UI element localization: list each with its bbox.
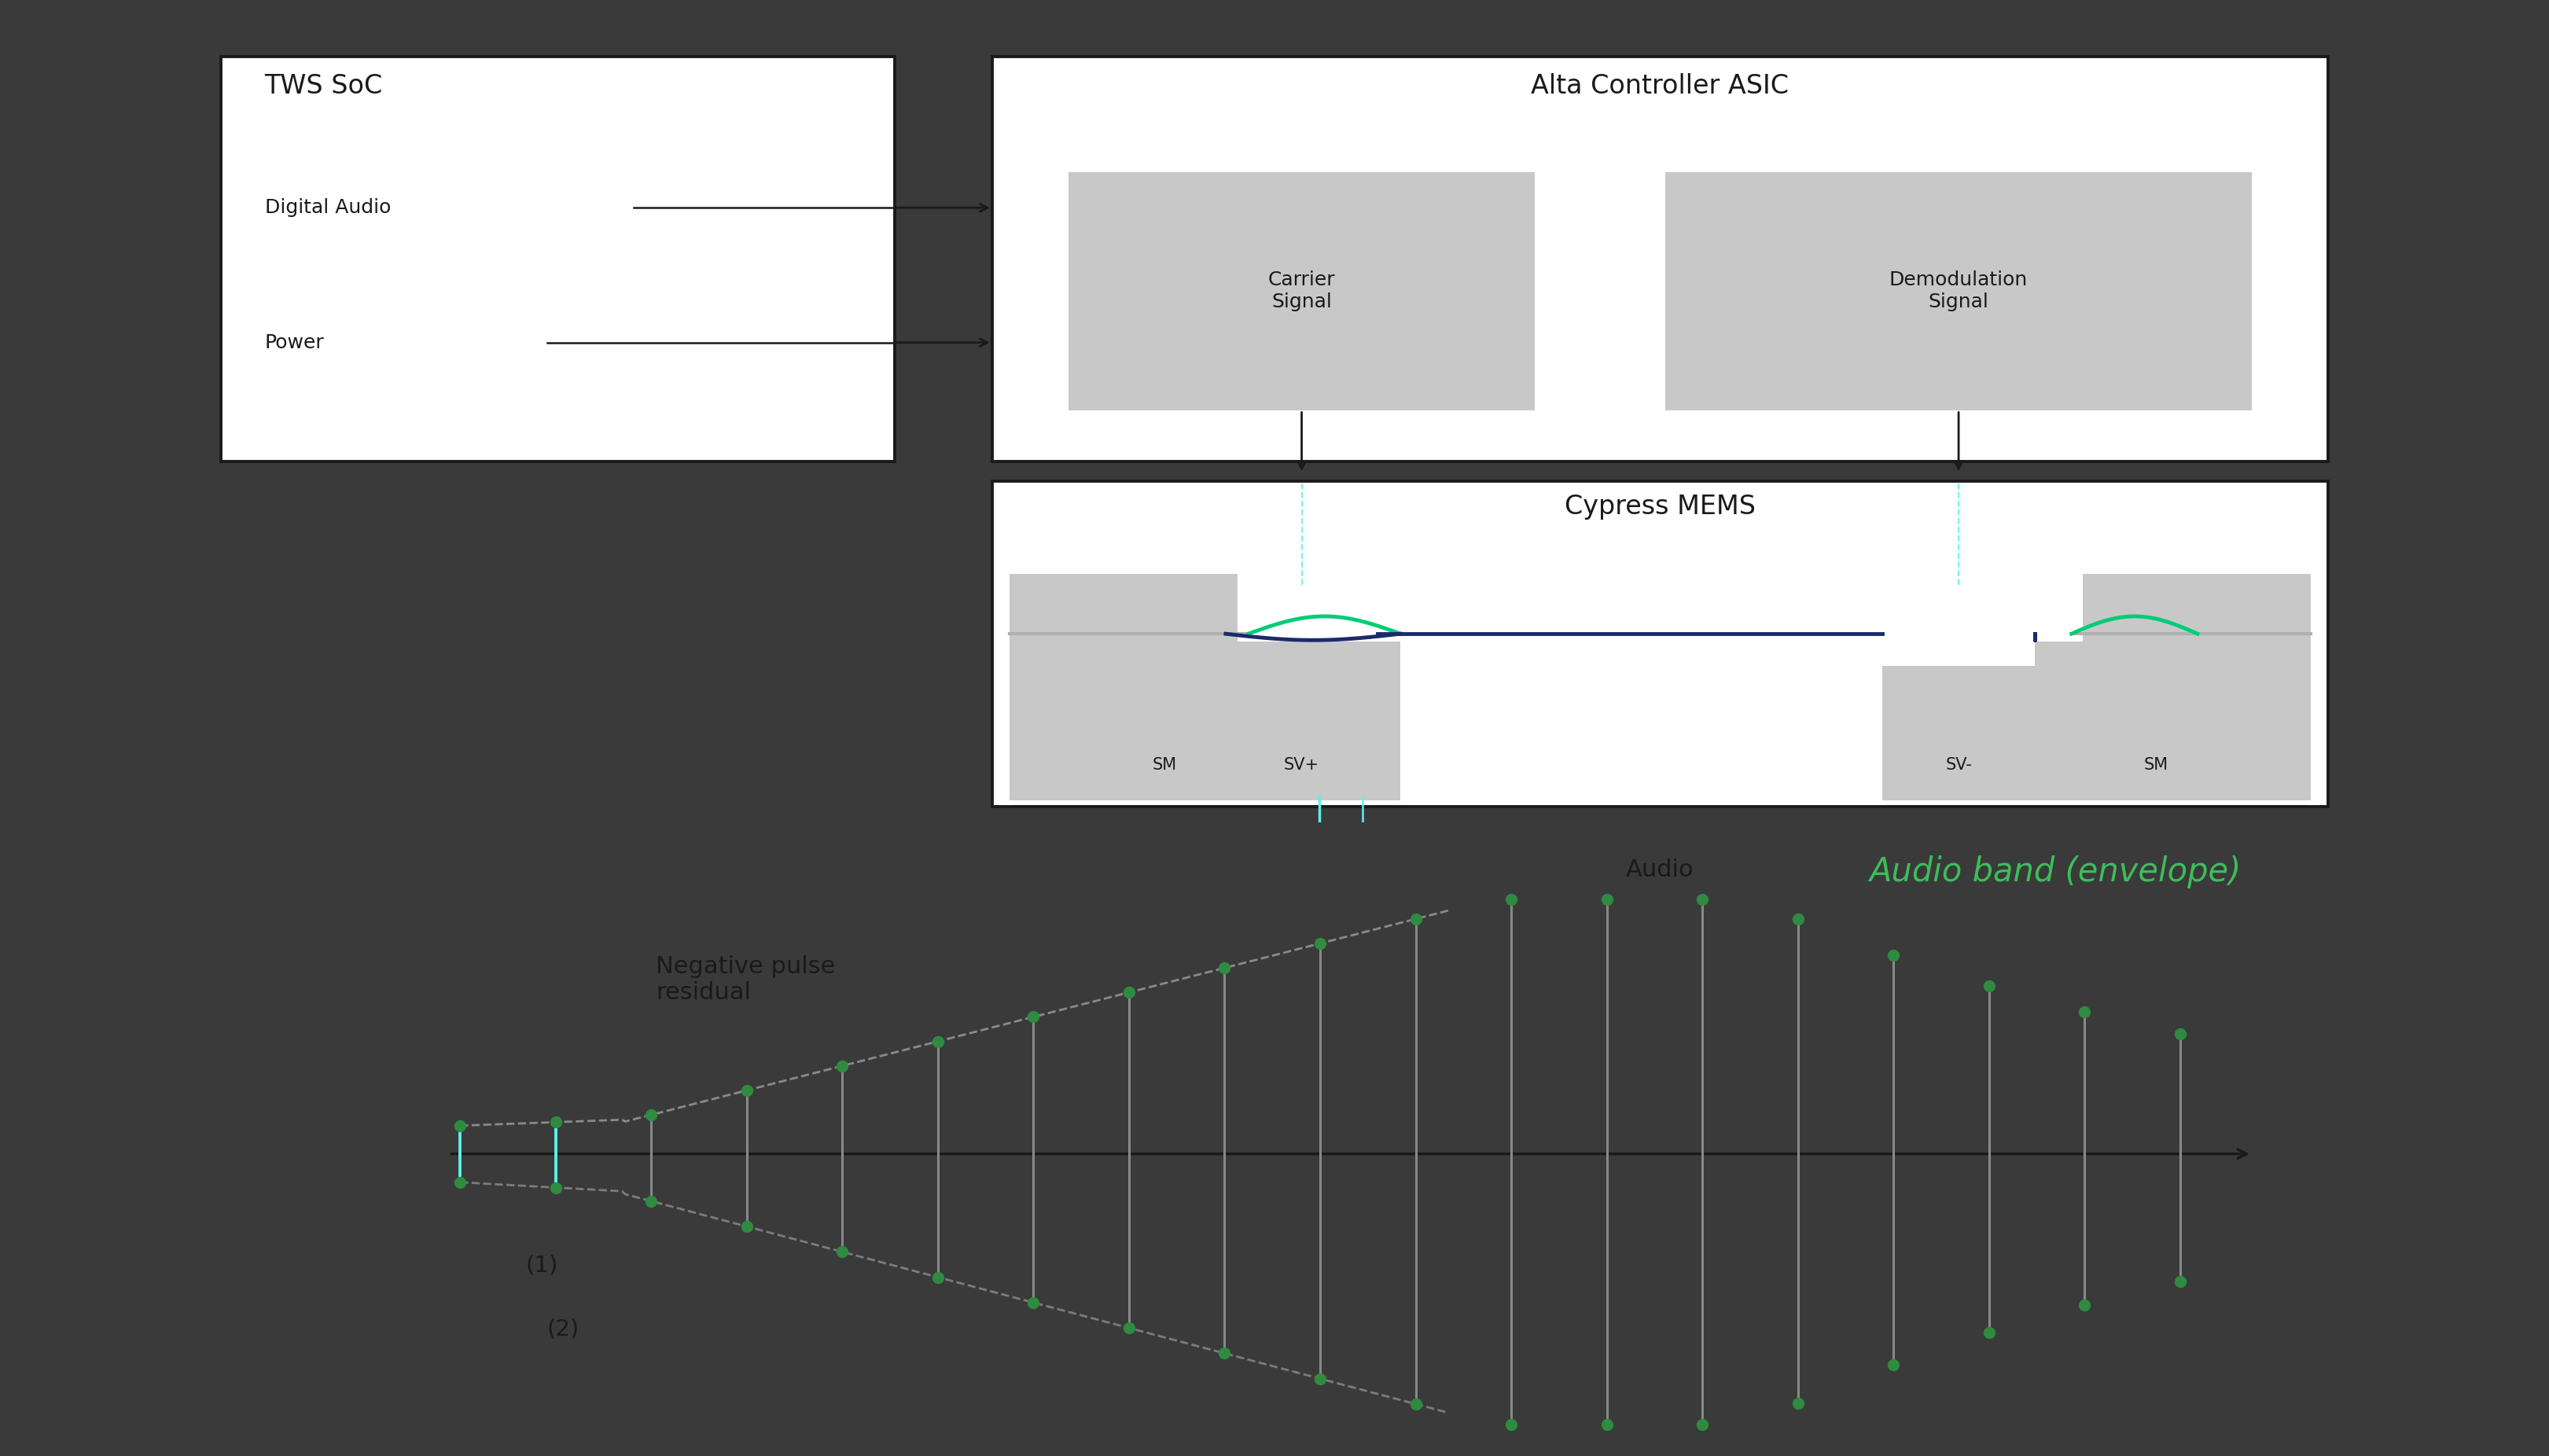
Text: Cypress MEMS: Cypress MEMS (1565, 494, 1756, 520)
Text: Audio: Audio (1626, 859, 1695, 881)
FancyBboxPatch shape (1009, 748, 1239, 801)
Text: Digital Audio: Digital Audio (265, 198, 390, 217)
FancyBboxPatch shape (222, 57, 895, 462)
Text: Alta Controller ASIC: Alta Controller ASIC (1532, 73, 1789, 99)
FancyBboxPatch shape (1239, 642, 1399, 801)
FancyBboxPatch shape (2034, 642, 2197, 801)
Text: Carrier
Signal: Carrier Signal (1267, 271, 1336, 312)
FancyBboxPatch shape (992, 482, 2327, 807)
Text: (1): (1) (525, 1254, 558, 1277)
FancyBboxPatch shape (1226, 665, 1376, 801)
Text: SM: SM (2144, 757, 2167, 773)
Text: TWS SoC: TWS SoC (265, 73, 382, 99)
FancyBboxPatch shape (1884, 665, 2034, 801)
FancyBboxPatch shape (992, 57, 2327, 462)
Text: (2): (2) (548, 1318, 579, 1340)
Text: Power: Power (265, 333, 324, 352)
Text: SV+: SV+ (1285, 757, 1320, 773)
FancyBboxPatch shape (2083, 574, 2309, 801)
Text: Negative pulse
residual: Negative pulse residual (655, 955, 836, 1005)
FancyBboxPatch shape (1068, 172, 1534, 411)
Text: SV-: SV- (1945, 757, 1973, 773)
Text: SM: SM (1152, 757, 1178, 773)
Text: Audio band (envelope): Audio band (envelope) (1868, 856, 2241, 888)
Text: Demodulation
Signal: Demodulation Signal (1889, 271, 2029, 312)
FancyBboxPatch shape (1009, 574, 1239, 801)
FancyBboxPatch shape (1664, 172, 2251, 411)
